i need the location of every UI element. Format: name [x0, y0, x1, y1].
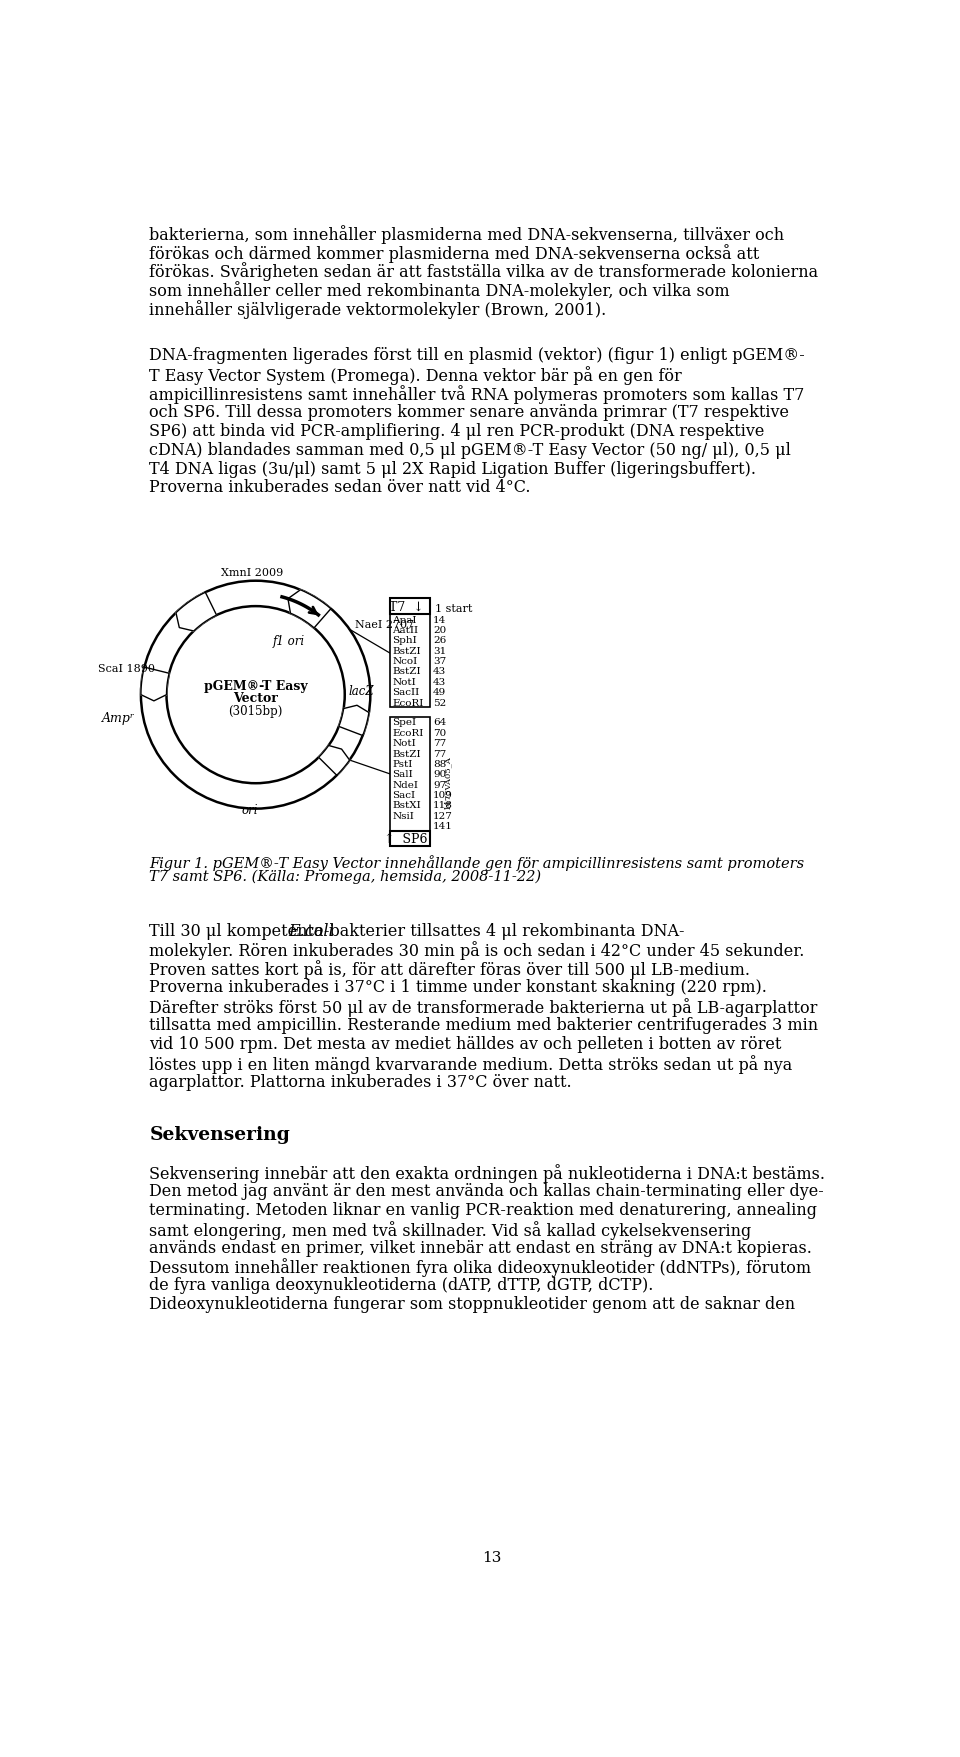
Text: molekyler. Rören inkuberades 30 min på is och sedan i 42°C under 45 sekunder.: molekyler. Rören inkuberades 30 min på i…	[150, 942, 804, 959]
Text: NaeI 2707: NaeI 2707	[355, 620, 414, 629]
Text: som innehåller celler med rekombinanta DNA-molekyler, och vilka som: som innehåller celler med rekombinanta D…	[150, 281, 730, 300]
Text: NotI: NotI	[392, 738, 416, 748]
Text: förökas. Svårigheten sedan är att fastställa vilka av de transformerade kolonier: förökas. Svårigheten sedan är att fastst…	[150, 262, 819, 281]
Text: -bakterier tillsattes 4 μl rekombinanta DNA-: -bakterier tillsattes 4 μl rekombinanta …	[324, 922, 684, 940]
Text: 52: 52	[433, 698, 446, 708]
Text: BstZI: BstZI	[392, 647, 420, 655]
Text: 70: 70	[433, 729, 446, 738]
Text: 26: 26	[433, 636, 446, 645]
Text: Sekvensering: Sekvensering	[150, 1126, 290, 1144]
Text: 64: 64	[433, 719, 446, 727]
Text: 109: 109	[433, 791, 453, 799]
Text: ampicillinresistens samt innehåller två RNA polymeras promoters som kallas T7: ampicillinresistens samt innehåller två …	[150, 385, 804, 404]
Text: f1 ori: f1 ori	[273, 634, 305, 648]
Text: Till 30 μl kompetenta: Till 30 μl kompetenta	[150, 922, 329, 940]
Text: 49: 49	[433, 689, 446, 698]
Text: Proven sattes kort på is, för att därefter föras över till 500 μl LB-medium.: Proven sattes kort på is, för att däreft…	[150, 959, 751, 979]
Polygon shape	[288, 590, 331, 629]
Text: 1 start: 1 start	[435, 604, 472, 615]
Text: 77: 77	[433, 748, 446, 757]
Polygon shape	[141, 668, 169, 701]
Polygon shape	[339, 706, 369, 736]
Bar	[390, 599, 430, 615]
Text: Dessutom innehåller reaktionen fyra olika dideoxynukleotider (ddNTPs), förutom: Dessutom innehåller reaktionen fyra olik…	[150, 1258, 811, 1277]
Text: SP6) att binda vid PCR-amplifiering. 4 μl ren PCR-produkt (DNA respektive: SP6) att binda vid PCR-amplifiering. 4 μ…	[150, 423, 765, 439]
Text: 43: 43	[433, 678, 446, 687]
Circle shape	[166, 606, 345, 784]
Text: 1473VA05_A: 1473VA05_A	[444, 756, 451, 808]
Text: Ampʳ: Ampʳ	[102, 712, 134, 726]
Text: NdeI: NdeI	[392, 780, 418, 789]
Text: BstZI: BstZI	[392, 748, 420, 757]
Text: T Easy Vector System (Promega). Denna vektor bär på en gen för: T Easy Vector System (Promega). Denna ve…	[150, 365, 683, 385]
Text: Den metod jag använt är den mest använda och kallas chain-terminating eller dye-: Den metod jag använt är den mest använda…	[150, 1182, 825, 1200]
Text: innehåller självligerade vektormolekyler (Brown, 2001).: innehåller självligerade vektormolekyler…	[150, 300, 607, 320]
Text: förökas och därmed kommer plasmiderna med DNA-sekvenserna också att: förökas och därmed kommer plasmiderna me…	[150, 244, 759, 262]
Text: terminating. Metoden liknar en vanlig PCR-reaktion med denaturering, annealing: terminating. Metoden liknar en vanlig PC…	[150, 1202, 818, 1218]
Text: 90: 90	[433, 770, 446, 778]
Text: lacZ: lacZ	[348, 685, 374, 698]
Text: E.coli: E.coli	[289, 922, 334, 940]
Text: SphI: SphI	[392, 636, 417, 645]
Text: bakterierna, som innehåller plasmiderna med DNA-sekvenserna, tillväxer och: bakterierna, som innehåller plasmiderna …	[150, 225, 784, 244]
Text: NsiI: NsiI	[392, 812, 414, 821]
Text: T7  ↓: T7 ↓	[389, 601, 423, 613]
Text: BstZI: BstZI	[392, 668, 420, 676]
Text: samt elongering, men med två skillnader. Vid så kallad cykelsekvensering: samt elongering, men med två skillnader.…	[150, 1219, 752, 1239]
Text: 127: 127	[433, 812, 453, 821]
Text: 13: 13	[482, 1550, 502, 1564]
Text: 43: 43	[433, 668, 446, 676]
Text: ↑  SP6: ↑ SP6	[384, 833, 428, 845]
Text: XmnI 2009: XmnI 2009	[221, 568, 283, 578]
Bar	[390, 717, 430, 847]
Text: 37: 37	[433, 657, 446, 666]
Text: tillsatta med ampicillin. Resterande medium med bakterier centrifugerades 3 min: tillsatta med ampicillin. Resterande med…	[150, 1017, 819, 1033]
Text: 97: 97	[433, 780, 446, 789]
Text: SpeI: SpeI	[392, 719, 416, 727]
Text: 14: 14	[433, 615, 446, 624]
Text: Proverna inkuberades sedan över natt vid 4°C.: Proverna inkuberades sedan över natt vid…	[150, 480, 531, 495]
Text: 20: 20	[433, 625, 446, 634]
Text: SacII: SacII	[392, 689, 420, 698]
Text: används endast en primer, vilket innebär att endast en sträng av DNA:t kopieras.: används endast en primer, vilket innebär…	[150, 1239, 812, 1256]
Text: EcoRI: EcoRI	[392, 729, 423, 738]
Text: NcoI: NcoI	[392, 657, 418, 666]
Text: T7 samt SP6. (Källa: Promega, hemsida, 2008-11-22): T7 samt SP6. (Källa: Promega, hemsida, 2…	[150, 870, 541, 884]
Polygon shape	[176, 592, 217, 631]
Text: BstXI: BstXI	[392, 801, 420, 810]
Text: Dideoxynukleotiderna fungerar som stoppnukleotider genom att de saknar den: Dideoxynukleotiderna fungerar som stoppn…	[150, 1295, 796, 1312]
Text: ori: ori	[241, 805, 257, 817]
Text: PstI: PstI	[392, 759, 413, 768]
Text: pGEM®-T Easy: pGEM®-T Easy	[204, 680, 307, 692]
Text: ApaI: ApaI	[392, 615, 417, 624]
Text: och SP6. Till dessa promoters kommer senare använda primrar (T7 respektive: och SP6. Till dessa promoters kommer sen…	[150, 404, 789, 420]
Text: Därefter ströks först 50 μl av de transformerade bakterierna ut på LB-agarplatto: Därefter ströks först 50 μl av de transf…	[150, 998, 818, 1017]
Text: agarplattor. Plattorna inkuberades i 37°C över natt.: agarplattor. Plattorna inkuberades i 37°…	[150, 1074, 572, 1089]
Text: SalI: SalI	[392, 770, 413, 778]
Text: cDNA) blandades samman med 0,5 μl pGEM®-T Easy Vector (50 ng/ μl), 0,5 μl: cDNA) blandades samman med 0,5 μl pGEM®-…	[150, 441, 791, 459]
Text: DNA-fragmenten ligerades först till en plasmid (vektor) (figur 1) enligt pGEM®-: DNA-fragmenten ligerades först till en p…	[150, 348, 805, 364]
Text: 141: 141	[433, 822, 453, 831]
Text: 88: 88	[433, 759, 446, 768]
Text: EcoRI: EcoRI	[392, 698, 423, 708]
Text: (3015bp): (3015bp)	[228, 705, 283, 717]
Text: 118: 118	[433, 801, 453, 810]
Text: AatII: AatII	[392, 625, 419, 634]
Text: 77: 77	[433, 738, 446, 748]
Text: de fyra vanliga deoxynukleotiderna (dATP, dTTP, dGTP, dCTP).: de fyra vanliga deoxynukleotiderna (dATP…	[150, 1277, 654, 1293]
Text: ScaI 1890: ScaI 1890	[98, 664, 156, 673]
Text: T4 DNA ligas (3u/μl) samt 5 μl 2X Rapid Ligation Buffer (ligeringsbuffert).: T4 DNA ligas (3u/μl) samt 5 μl 2X Rapid …	[150, 460, 756, 478]
Text: Proverna inkuberades i 37°C i 1 timme under konstant skakning (220 rpm).: Proverna inkuberades i 37°C i 1 timme un…	[150, 979, 767, 996]
Text: Sekvensering innebär att den exakta ordningen på nukleotiderna i DNA:t bestäms.: Sekvensering innebär att den exakta ordn…	[150, 1163, 826, 1182]
Text: vid 10 500 rpm. Det mesta av mediet hälldes av och pelleten i botten av röret: vid 10 500 rpm. Det mesta av mediet häll…	[150, 1035, 781, 1052]
Polygon shape	[319, 747, 349, 777]
Text: Vector: Vector	[233, 692, 278, 705]
Text: löstes upp i en liten mängd kvarvarande medium. Detta ströks sedan ut på nya: löstes upp i en liten mängd kvarvarande …	[150, 1054, 793, 1074]
Text: NotI: NotI	[392, 678, 416, 687]
Bar	[390, 831, 430, 847]
Text: 31: 31	[433, 647, 446, 655]
Text: SacI: SacI	[392, 791, 415, 799]
Bar	[390, 599, 430, 708]
Text: Figur 1. pGEM®-T Easy Vector innehållande gen för ampicillinresistens samt promo: Figur 1. pGEM®-T Easy Vector innehålland…	[150, 854, 804, 871]
